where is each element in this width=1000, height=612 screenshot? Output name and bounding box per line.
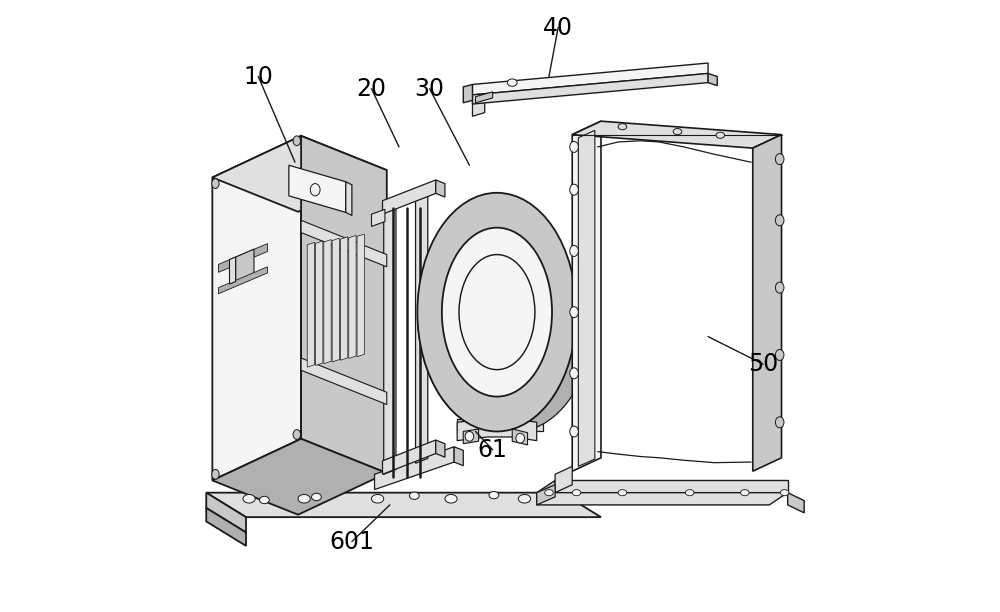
Ellipse shape <box>293 430 300 439</box>
Polygon shape <box>206 493 246 532</box>
Polygon shape <box>537 485 555 505</box>
Polygon shape <box>346 182 352 215</box>
Polygon shape <box>218 244 267 272</box>
Polygon shape <box>332 238 339 362</box>
Ellipse shape <box>212 179 219 188</box>
Ellipse shape <box>570 141 578 152</box>
Ellipse shape <box>489 491 499 499</box>
Polygon shape <box>340 237 348 360</box>
Polygon shape <box>384 203 396 474</box>
Polygon shape <box>572 121 601 471</box>
Polygon shape <box>472 73 708 104</box>
Polygon shape <box>476 92 493 103</box>
Text: 61: 61 <box>478 438 508 462</box>
Polygon shape <box>375 447 454 490</box>
Polygon shape <box>436 440 445 457</box>
Polygon shape <box>212 439 387 515</box>
Polygon shape <box>454 447 463 466</box>
Polygon shape <box>307 242 315 367</box>
Ellipse shape <box>570 245 578 256</box>
Polygon shape <box>537 493 788 505</box>
Polygon shape <box>236 249 254 282</box>
Polygon shape <box>537 480 555 505</box>
Ellipse shape <box>673 129 682 135</box>
Polygon shape <box>753 135 782 471</box>
Ellipse shape <box>298 494 310 503</box>
Ellipse shape <box>409 492 419 499</box>
Ellipse shape <box>259 496 269 504</box>
Text: 50: 50 <box>748 352 778 376</box>
Ellipse shape <box>570 426 578 437</box>
Ellipse shape <box>445 494 457 503</box>
Ellipse shape <box>212 469 219 479</box>
Ellipse shape <box>371 494 384 503</box>
Text: 601: 601 <box>329 529 374 554</box>
Polygon shape <box>416 192 428 463</box>
Polygon shape <box>436 180 445 197</box>
Text: 40: 40 <box>543 15 573 40</box>
Polygon shape <box>708 73 717 86</box>
Polygon shape <box>418 324 594 431</box>
Ellipse shape <box>293 136 300 146</box>
Ellipse shape <box>741 490 749 496</box>
Ellipse shape <box>459 255 535 370</box>
Polygon shape <box>578 130 595 466</box>
Text: 20: 20 <box>356 76 386 101</box>
Polygon shape <box>382 440 436 474</box>
Polygon shape <box>206 508 246 546</box>
Polygon shape <box>316 241 323 365</box>
Polygon shape <box>382 180 436 214</box>
Polygon shape <box>463 84 472 103</box>
Polygon shape <box>463 429 479 444</box>
Polygon shape <box>218 267 267 294</box>
Text: 30: 30 <box>415 76 445 101</box>
Ellipse shape <box>442 228 552 397</box>
Ellipse shape <box>572 490 581 496</box>
Polygon shape <box>472 63 708 95</box>
Ellipse shape <box>775 154 784 165</box>
Ellipse shape <box>685 490 694 496</box>
Polygon shape <box>472 91 485 116</box>
Ellipse shape <box>775 349 784 360</box>
Polygon shape <box>301 136 387 473</box>
Ellipse shape <box>618 490 627 496</box>
Polygon shape <box>512 429 528 445</box>
Polygon shape <box>206 493 601 517</box>
Polygon shape <box>357 234 364 357</box>
Ellipse shape <box>507 79 517 86</box>
Polygon shape <box>555 466 572 493</box>
Polygon shape <box>349 236 356 359</box>
Ellipse shape <box>516 433 524 443</box>
Polygon shape <box>289 165 346 212</box>
Ellipse shape <box>570 307 578 318</box>
Ellipse shape <box>570 368 578 379</box>
Polygon shape <box>212 136 387 212</box>
Text: 10: 10 <box>243 64 273 89</box>
Ellipse shape <box>570 184 578 195</box>
Polygon shape <box>555 480 788 493</box>
Ellipse shape <box>312 493 321 501</box>
Ellipse shape <box>716 132 725 138</box>
Ellipse shape <box>775 282 784 293</box>
Ellipse shape <box>417 193 576 431</box>
Polygon shape <box>212 136 301 480</box>
Ellipse shape <box>310 184 320 196</box>
Ellipse shape <box>518 494 531 503</box>
Polygon shape <box>324 239 331 364</box>
Polygon shape <box>457 419 537 441</box>
Ellipse shape <box>775 215 784 226</box>
Polygon shape <box>788 493 804 513</box>
Ellipse shape <box>545 490 553 496</box>
Polygon shape <box>301 358 387 405</box>
Polygon shape <box>301 220 387 267</box>
Ellipse shape <box>780 490 789 496</box>
Polygon shape <box>457 419 543 431</box>
Polygon shape <box>229 257 236 284</box>
Ellipse shape <box>775 417 784 428</box>
Polygon shape <box>572 121 782 148</box>
Ellipse shape <box>465 431 474 441</box>
Ellipse shape <box>243 494 255 503</box>
Polygon shape <box>371 209 385 226</box>
Ellipse shape <box>618 124 627 130</box>
